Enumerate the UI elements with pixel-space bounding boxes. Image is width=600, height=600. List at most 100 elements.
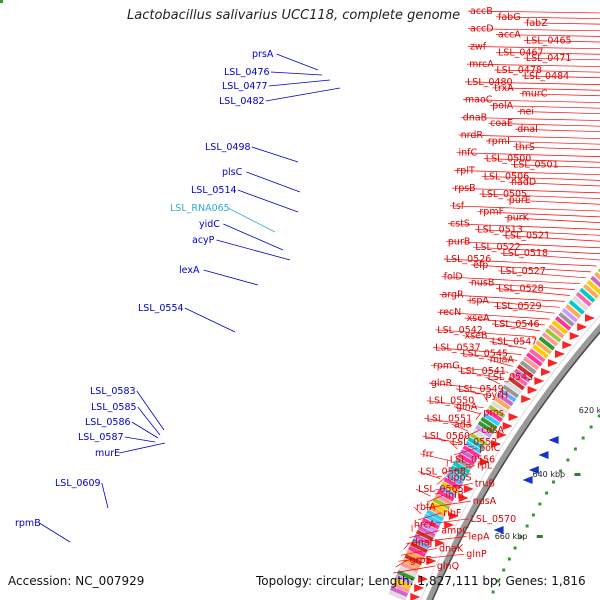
- right-gene-label[interactable]: LSL_0565: [418, 484, 464, 495]
- right-gene-label[interactable]: rpsB: [454, 183, 475, 194]
- right-gene-label[interactable]: mrcA: [469, 59, 494, 70]
- right-gene-label[interactable]: LSL_0506: [484, 171, 530, 182]
- left-gene-label[interactable]: LSL_0477: [222, 81, 268, 92]
- left-gene-label[interactable]: acyP: [192, 235, 215, 246]
- right-gene-label[interactable]: LSL_0505: [482, 189, 528, 200]
- right-gene-label[interactable]: LSL_0526: [446, 254, 492, 265]
- right-gene-label[interactable]: LSL_0521: [505, 230, 551, 241]
- right-gene-label[interactable]: thrS: [515, 142, 535, 153]
- right-gene-label[interactable]: LSL_0478: [496, 65, 542, 76]
- right-gene-label[interactable]: coaE: [490, 118, 513, 129]
- right-gene-label[interactable]: LSL_0465: [526, 36, 572, 47]
- right-gene-label[interactable]: rpmG: [433, 360, 460, 371]
- right-gene-label[interactable]: LSL_0556: [450, 455, 496, 466]
- right-gene-label[interactable]: rbfA: [416, 502, 436, 513]
- right-gene-label[interactable]: glnR: [431, 378, 453, 389]
- right-gene-label[interactable]: LSL_0527: [500, 266, 546, 277]
- right-gene-label[interactable]: LSL_0500: [486, 154, 532, 165]
- right-gene-label[interactable]: cstS: [450, 219, 470, 230]
- right-gene-label[interactable]: LSL_0543: [488, 372, 534, 383]
- right-gene-label[interactable]: infC: [459, 148, 478, 159]
- right-gene-label[interactable]: ispA: [469, 295, 490, 306]
- right-gene-label[interactable]: zwf: [470, 41, 487, 52]
- right-gene-label[interactable]: purB: [448, 236, 470, 247]
- right-gene-label[interactable]: recN: [439, 307, 461, 318]
- right-gene-label[interactable]: LSL_0513: [477, 225, 523, 236]
- right-gene-label[interactable]: efp: [473, 260, 488, 271]
- left-gene-label[interactable]: LSL_0583: [90, 386, 136, 397]
- right-gene-label[interactable]: folD: [444, 272, 463, 283]
- right-gene-label[interactable]: rpmI: [488, 136, 510, 147]
- right-gene-label[interactable]: dnaJ: [412, 537, 433, 548]
- right-gene-label[interactable]: LSL_0541: [460, 366, 506, 377]
- right-gene-label[interactable]: rpL: [477, 461, 493, 472]
- right-gene-label[interactable]: argR: [442, 289, 465, 300]
- right-gene-label[interactable]: LSL_0542: [437, 325, 483, 336]
- right-gene-label[interactable]: LSL_0552: [452, 437, 498, 448]
- left-gene-label[interactable]: LSL_RNA065: [170, 203, 230, 214]
- right-gene-label[interactable]: LSL_0501: [513, 160, 559, 171]
- right-gene-label[interactable]: LSL_0550: [429, 396, 475, 407]
- right-gene-label[interactable]: LSL_0568: [420, 467, 466, 478]
- right-gene-label[interactable]: hrcA: [414, 520, 436, 531]
- right-gene-label[interactable]: purK: [507, 213, 530, 224]
- right-gene-label[interactable]: LSL_0570: [471, 514, 517, 525]
- right-gene-label[interactable]: grpE: [410, 555, 432, 566]
- right-gene-label[interactable]: nei: [520, 106, 535, 117]
- right-gene-label[interactable]: LSL_0518: [503, 248, 549, 259]
- right-gene-label[interactable]: ada: [454, 419, 472, 430]
- right-gene-label[interactable]: LSL_0551: [427, 413, 473, 424]
- left-gene-label[interactable]: LSL_0476: [224, 67, 270, 78]
- right-gene-label[interactable]: ampC: [441, 526, 469, 537]
- right-gene-label[interactable]: LSL_0480: [467, 77, 513, 88]
- right-gene-label[interactable]: dnaI: [517, 124, 538, 135]
- left-gene-label[interactable]: LSL_0554: [138, 303, 184, 314]
- left-gene-label[interactable]: LSL_0514: [191, 185, 237, 196]
- right-gene-label[interactable]: LSL_0484: [524, 71, 570, 82]
- right-gene-label[interactable]: glnP: [466, 549, 487, 560]
- right-gene-label[interactable]: nrdR: [461, 130, 484, 141]
- left-gene-label[interactable]: LSL_0609: [55, 478, 101, 489]
- right-gene-label[interactable]: LSL_0522: [475, 242, 521, 253]
- left-gene-label[interactable]: LSL_0482: [219, 96, 265, 107]
- left-gene-label[interactable]: LSL_0498: [205, 142, 251, 153]
- left-gene-label[interactable]: murE: [95, 448, 120, 459]
- right-gene-label[interactable]: dnaK: [439, 543, 464, 554]
- right-gene-label[interactable]: lepA: [469, 532, 491, 543]
- right-gene-label[interactable]: fabZ: [526, 18, 548, 29]
- right-gene-label[interactable]: LSL_0467: [498, 47, 544, 58]
- right-gene-label[interactable]: dnaB: [463, 112, 487, 123]
- right-gene-label[interactable]: polA: [492, 101, 513, 112]
- left-gene-label[interactable]: LSL_0585: [91, 402, 137, 413]
- right-gene-label[interactable]: polC: [479, 443, 500, 454]
- right-gene-label[interactable]: LSL_0545: [462, 348, 508, 359]
- right-gene-label[interactable]: LSL_0529: [496, 301, 542, 312]
- right-gene-label[interactable]: LSL_0549: [458, 384, 504, 395]
- right-gene-label[interactable]: nadD: [511, 177, 536, 188]
- right-gene-label[interactable]: miaA: [490, 354, 515, 365]
- left-gene-label[interactable]: plsC: [222, 167, 243, 178]
- right-gene-label[interactable]: LSL_0547: [492, 337, 538, 348]
- right-gene-label[interactable]: rplT: [456, 165, 475, 176]
- right-gene-label[interactable]: infB: [445, 490, 464, 501]
- right-gene-label[interactable]: xseB: [465, 331, 488, 342]
- left-gene-label[interactable]: prsA: [252, 49, 274, 60]
- right-gene-label[interactable]: nusA: [473, 496, 497, 507]
- right-gene-label[interactable]: maoC: [465, 95, 493, 106]
- left-gene-label[interactable]: rpmB: [15, 518, 41, 529]
- right-gene-label[interactable]: cdsA: [481, 425, 504, 436]
- right-gene-label[interactable]: frr: [422, 449, 433, 460]
- right-gene-label[interactable]: xseA: [467, 313, 490, 324]
- right-gene-label[interactable]: LSL_0528: [498, 284, 544, 295]
- right-gene-label[interactable]: LSL_0471: [526, 53, 572, 64]
- right-gene-label[interactable]: glnQ: [437, 561, 459, 572]
- left-gene-label[interactable]: yidC: [199, 219, 220, 230]
- right-gene-label[interactable]: ribF: [443, 508, 461, 519]
- right-gene-label[interactable]: truB: [475, 478, 495, 489]
- right-gene-label[interactable]: purE: [509, 195, 531, 206]
- right-gene-label[interactable]: LSL_0560: [425, 431, 471, 442]
- right-gene-label[interactable]: rpmF: [479, 207, 504, 218]
- right-gene-label[interactable]: pros: [483, 408, 504, 419]
- right-gene-label[interactable]: trxA: [494, 83, 514, 94]
